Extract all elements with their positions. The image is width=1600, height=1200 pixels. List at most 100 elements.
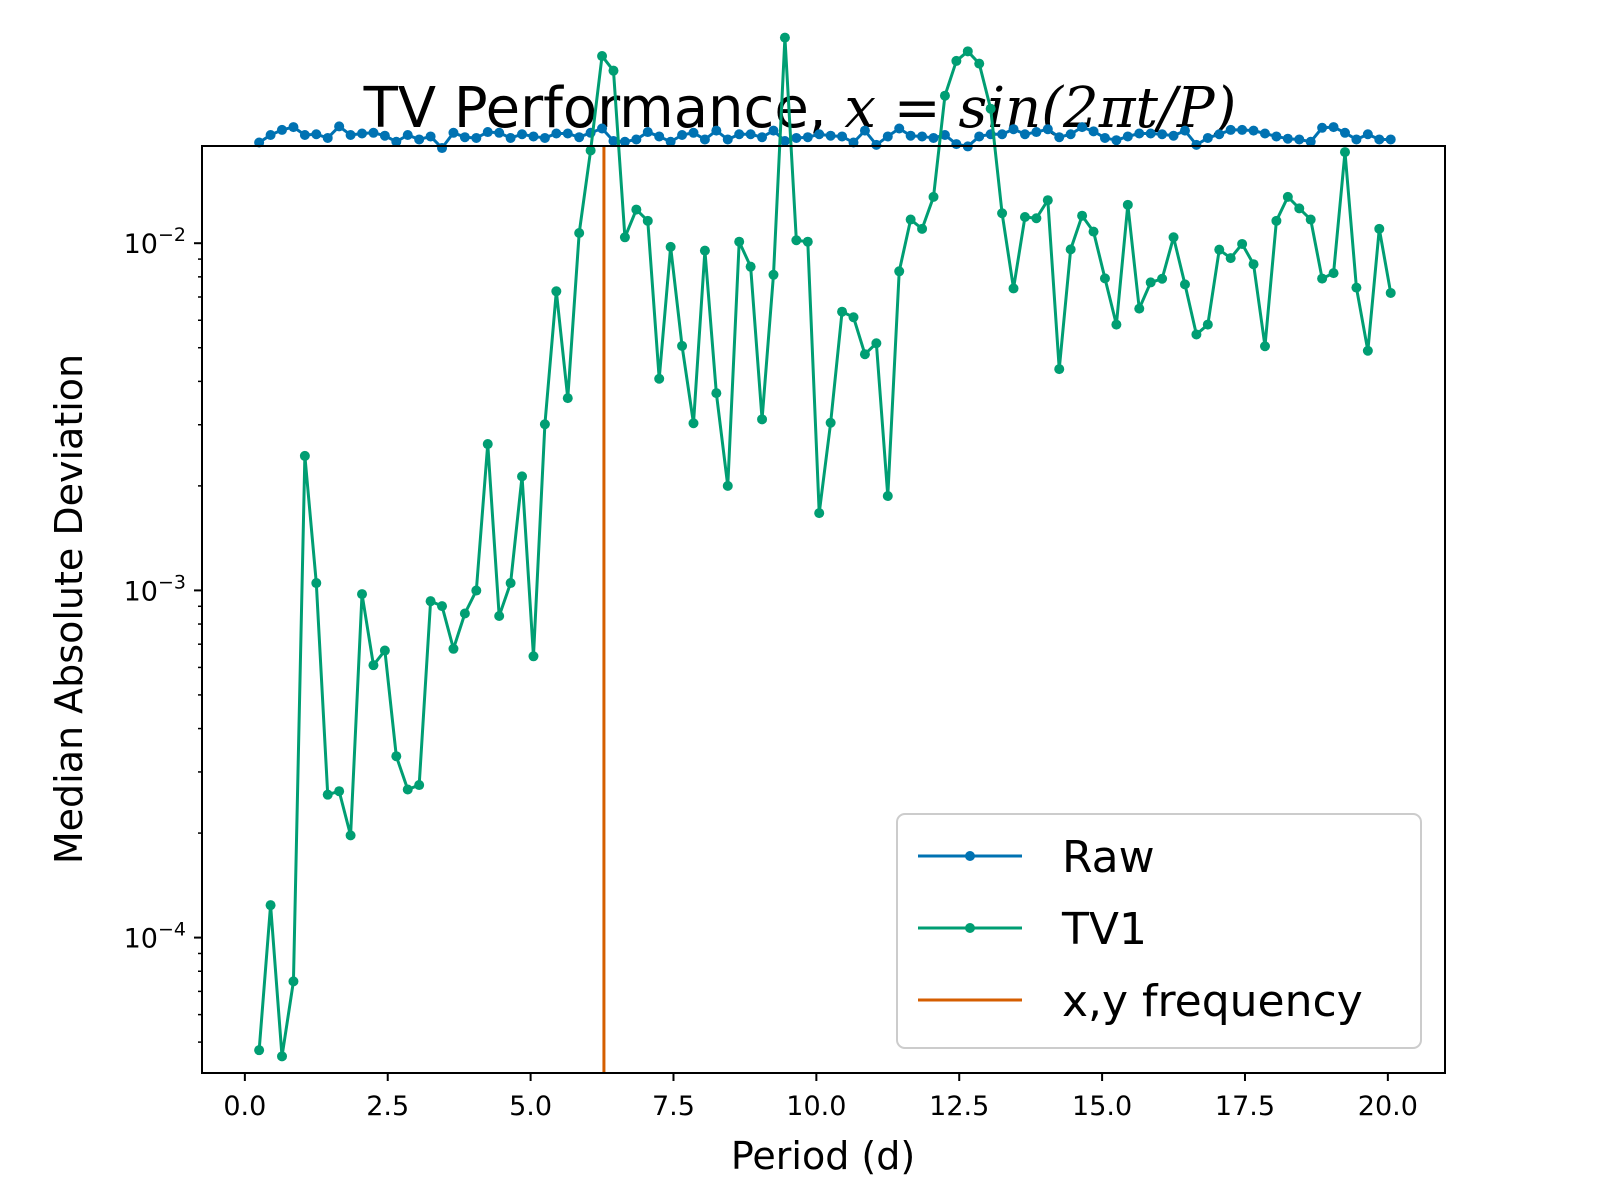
data-point bbox=[745, 261, 756, 272]
x-tick-label: 12.5 bbox=[929, 1091, 989, 1122]
series-line-tv1 bbox=[257, 36, 1393, 1058]
data-point bbox=[482, 439, 493, 450]
chart-title: TV Performance, x = sin(2πt/P) bbox=[363, 76, 1237, 141]
data-point bbox=[1099, 132, 1110, 143]
data-point bbox=[1157, 273, 1168, 284]
data-point bbox=[642, 215, 653, 226]
data-point bbox=[928, 191, 939, 202]
data-point bbox=[1179, 125, 1190, 136]
data-point bbox=[711, 388, 722, 399]
data-point bbox=[768, 125, 779, 136]
data-point bbox=[471, 132, 482, 143]
data-point bbox=[631, 134, 642, 145]
data-point bbox=[677, 340, 688, 351]
y-axis-label: Median Absolute Deviation bbox=[47, 354, 91, 864]
data-point bbox=[1065, 244, 1076, 255]
data-point bbox=[1351, 134, 1362, 145]
data-point bbox=[939, 90, 950, 101]
data-point bbox=[1077, 122, 1088, 133]
data-point bbox=[551, 286, 562, 297]
data-point bbox=[939, 129, 950, 140]
data-point bbox=[859, 349, 870, 360]
data-point bbox=[1134, 128, 1145, 139]
data-point bbox=[997, 129, 1008, 140]
data-point bbox=[1305, 136, 1316, 147]
data-point bbox=[962, 46, 973, 57]
data-point bbox=[505, 578, 516, 589]
data-point bbox=[1191, 139, 1202, 150]
data-point bbox=[1168, 130, 1179, 141]
data-point bbox=[414, 780, 425, 791]
data-point bbox=[597, 123, 608, 134]
data-point bbox=[1168, 232, 1179, 243]
data-point bbox=[574, 228, 585, 239]
data-point bbox=[985, 103, 996, 114]
data-point bbox=[322, 132, 333, 143]
data-point bbox=[391, 751, 402, 762]
x-tick-label: 7.5 bbox=[652, 1091, 695, 1122]
data-point bbox=[608, 135, 619, 146]
data-point bbox=[917, 131, 928, 142]
data-point bbox=[357, 589, 368, 600]
y-tick-label: 10−2 bbox=[124, 224, 186, 260]
data-point bbox=[357, 128, 368, 139]
data-point bbox=[448, 643, 459, 654]
data-point bbox=[288, 976, 299, 987]
data-point bbox=[311, 129, 322, 140]
legend-entry: Raw bbox=[918, 832, 1155, 883]
data-point bbox=[917, 223, 928, 234]
data-point bbox=[1248, 259, 1259, 270]
data-point bbox=[379, 645, 390, 656]
legend-label: Raw bbox=[1062, 832, 1155, 883]
data-point bbox=[894, 123, 905, 134]
data-point bbox=[1259, 128, 1270, 139]
data-point bbox=[677, 129, 688, 140]
data-point bbox=[768, 269, 779, 280]
data-point bbox=[448, 127, 459, 138]
data-point bbox=[905, 130, 916, 141]
data-point bbox=[1088, 126, 1099, 137]
data-point bbox=[791, 235, 802, 246]
data-point bbox=[311, 578, 322, 589]
y-tick-label: 10−3 bbox=[124, 571, 186, 607]
data-point bbox=[734, 129, 745, 140]
data-point bbox=[482, 127, 493, 138]
data-point bbox=[882, 491, 893, 502]
data-point bbox=[551, 128, 562, 139]
data-point bbox=[345, 129, 356, 140]
data-point bbox=[802, 132, 813, 143]
data-point bbox=[894, 266, 905, 277]
y-axis-ticks: 10−4 10−3 10−2 bbox=[124, 224, 202, 1043]
data-point bbox=[974, 131, 985, 142]
data-point bbox=[1179, 279, 1190, 290]
data-point bbox=[1351, 282, 1362, 293]
data-point bbox=[459, 608, 470, 619]
data-point bbox=[1305, 214, 1316, 225]
data-point bbox=[619, 232, 630, 243]
data-point bbox=[528, 651, 539, 662]
data-point bbox=[528, 131, 539, 142]
data-point bbox=[825, 417, 836, 428]
legend-marker bbox=[965, 923, 975, 933]
data-point bbox=[837, 306, 848, 317]
data-point bbox=[1019, 211, 1030, 222]
data-point bbox=[859, 125, 870, 136]
legend-box bbox=[896, 813, 1422, 1049]
data-point bbox=[539, 419, 550, 430]
data-point bbox=[1111, 319, 1122, 330]
data-point bbox=[539, 132, 550, 143]
data-point bbox=[882, 131, 893, 142]
x-tick-label: 10.0 bbox=[786, 1091, 846, 1122]
data-point bbox=[1317, 273, 1328, 284]
data-point bbox=[1134, 303, 1145, 314]
data-point bbox=[517, 471, 528, 482]
data-point bbox=[505, 132, 516, 143]
data-point bbox=[1099, 273, 1110, 284]
data-point bbox=[1202, 319, 1213, 330]
data-point bbox=[494, 610, 505, 621]
data-point bbox=[871, 139, 882, 150]
data-point bbox=[825, 130, 836, 141]
data-point bbox=[391, 136, 402, 147]
data-point bbox=[1042, 124, 1053, 135]
